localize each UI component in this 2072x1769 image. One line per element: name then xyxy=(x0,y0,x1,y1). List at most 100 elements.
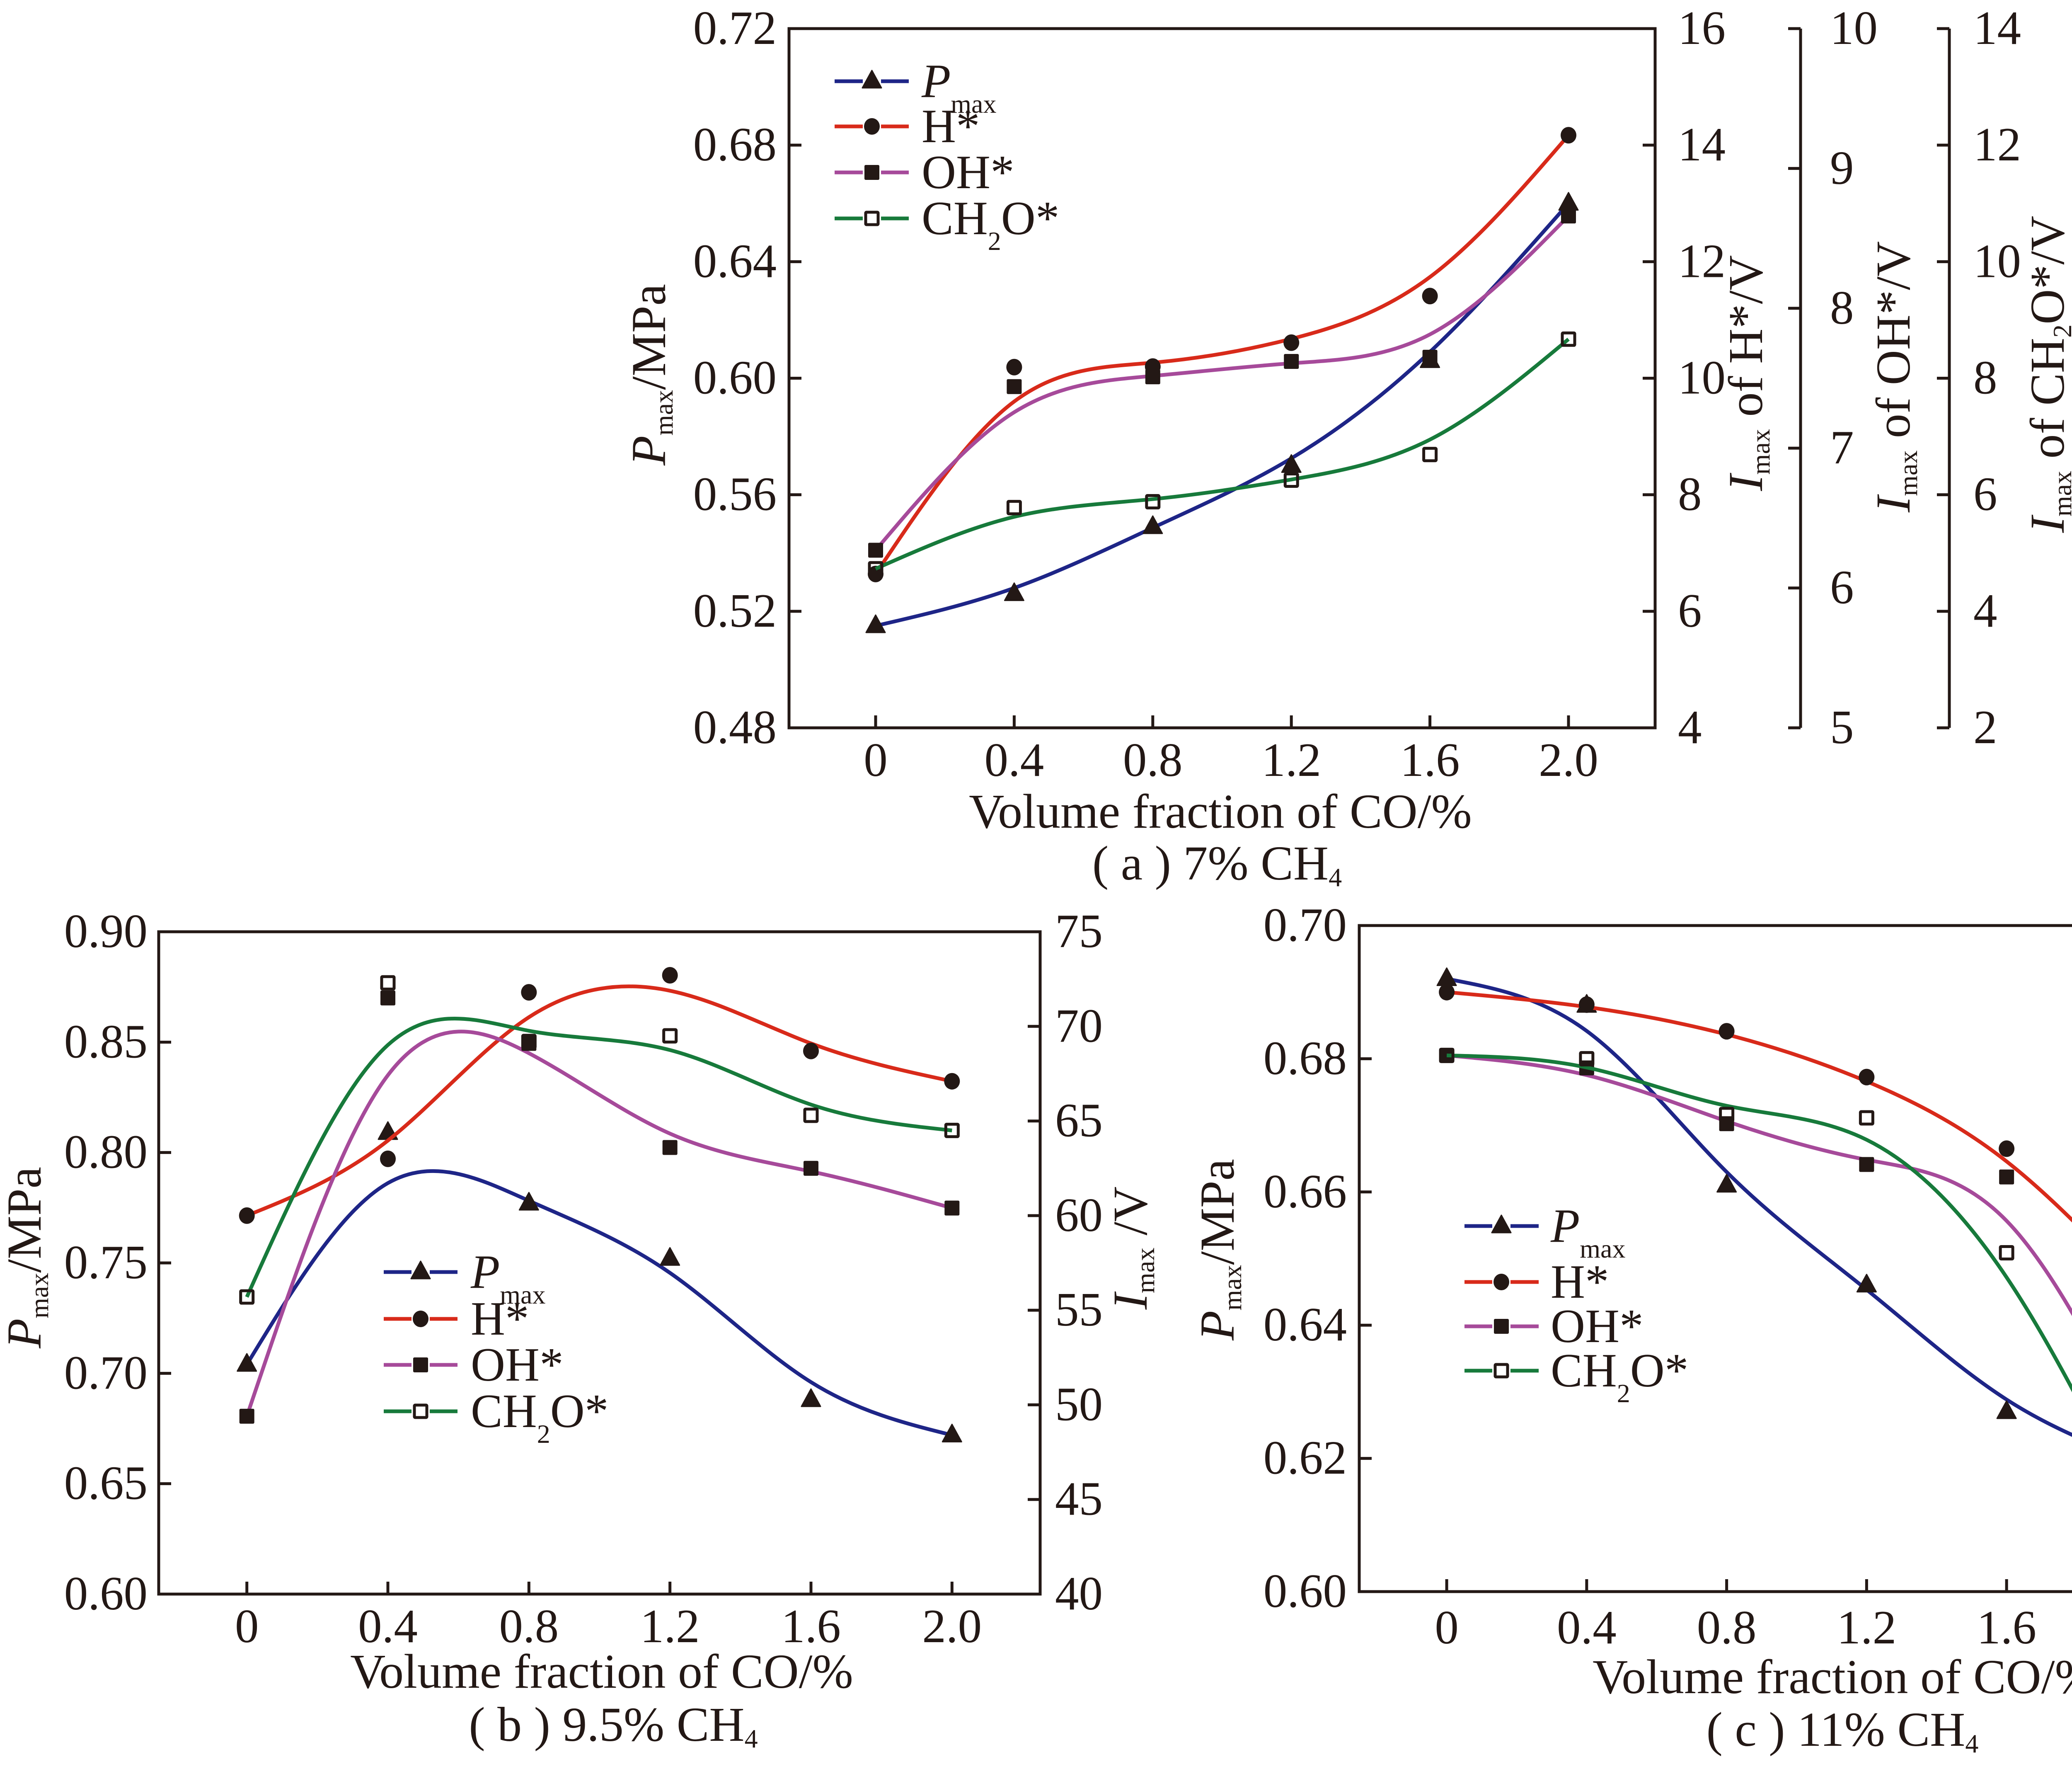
legend-item-pmax: Pmax xyxy=(1464,1200,1625,1263)
x-tick-label: 0.4 xyxy=(358,1600,418,1653)
legend-marker xyxy=(413,1357,428,1372)
panel-caption-text: 4 xyxy=(1329,863,1342,892)
legend-item-oh: OH* xyxy=(1464,1300,1644,1352)
data-point-pmax xyxy=(1558,192,1579,211)
plot-frame xyxy=(1358,924,2072,1593)
y-tick-label: 0.60 xyxy=(693,351,777,404)
y-axis-label-text: P xyxy=(1190,1311,1244,1341)
y-axis-label-group: Pmax/MPa xyxy=(1190,1159,1247,1341)
y-tick-label: 0.60 xyxy=(1264,1565,1347,1617)
series-line-ch2o xyxy=(245,1017,952,1298)
y-axis-label-text: P xyxy=(0,1318,51,1349)
y-axis-label-group: Pmax/MPa xyxy=(622,284,678,466)
data-point-pmax xyxy=(1436,967,1457,986)
panel-caption-text: 4 xyxy=(745,1724,758,1753)
y-axis-label: Imax of CH2O*/V xyxy=(2020,216,2072,533)
y-axis-label: Imax of H*/V xyxy=(1719,255,1775,492)
legend-marker xyxy=(413,1403,428,1419)
x-axis: 0 0.4 0.8 1.2 1.6 2.0 Volume fraction of CO/% xyxy=(235,1582,982,1699)
y-tick-label: 4 xyxy=(1678,701,1702,754)
y-tick-label: 0.90 xyxy=(64,905,148,957)
y-tick-label: 12 xyxy=(1973,118,2021,171)
y-tick-label: 0.70 xyxy=(64,1346,148,1399)
y-axis-label-text: max xyxy=(1130,1248,1160,1293)
data-point-pmax xyxy=(1716,1174,1737,1193)
data-point-h xyxy=(1999,1140,2015,1157)
legend-label-text: O* xyxy=(550,1385,609,1437)
y-axis-label-text: max xyxy=(1218,1265,1247,1311)
data-point-ch2o xyxy=(1859,1110,1874,1126)
panel-caption-text: 4 xyxy=(1965,1729,1978,1758)
data-point-ch2o xyxy=(521,1034,537,1049)
legend-marker xyxy=(864,165,879,180)
data-point-h xyxy=(1859,1069,1875,1086)
y-axis-label-text: max xyxy=(649,390,678,436)
series-pmax xyxy=(237,1121,962,1442)
legend-label-text: CH xyxy=(922,192,988,245)
legend-label-text: OH* xyxy=(1551,1300,1644,1352)
x-tick-label: 1.6 xyxy=(1400,734,1460,786)
data-point-pmax xyxy=(801,1388,821,1407)
plot-frame xyxy=(787,27,1657,729)
x-axis-label: Volume fraction of CO/% xyxy=(350,1644,853,1699)
y-tick-label: 50 xyxy=(1055,1378,1103,1430)
data-point-h xyxy=(1719,1023,1735,1040)
y-axis-label-text: I xyxy=(2020,514,2072,533)
legend-marker xyxy=(864,211,880,226)
legend-label-text: max xyxy=(1580,1234,1625,1263)
legend-item-oh: OH* xyxy=(835,146,1014,199)
series-pmax xyxy=(865,192,1579,633)
legend-label: Pmax xyxy=(470,1246,545,1309)
series-oh xyxy=(239,990,960,1424)
y-tick-label: 0.68 xyxy=(1264,1032,1347,1084)
data-point-pmax xyxy=(1996,1400,2017,1419)
data-point-ch2o xyxy=(662,1028,678,1044)
series-line-ch2o xyxy=(875,337,1570,571)
y-axis-label: Pmax/MPa xyxy=(622,284,678,466)
y-axis-right-1: 4 6 8 10 12 14 16 Imax of H*/V xyxy=(1643,2,1775,754)
y-tick-label: 6 xyxy=(1973,468,1997,521)
data-point-ch2o xyxy=(803,1107,819,1123)
legend-label: H* xyxy=(471,1292,529,1345)
data-point-oh xyxy=(1007,379,1022,394)
y-tick-label: 70 xyxy=(1055,999,1103,1052)
y-axis-left: 0.60 0.65 0.70 0.75 0.80 0.85 0.90 Pmax/MPa xyxy=(0,905,171,1620)
data-point-h xyxy=(803,1042,819,1059)
x-tick-label: 0.8 xyxy=(1123,734,1183,786)
y-tick-label: 45 xyxy=(1055,1473,1103,1525)
series-line-oh xyxy=(874,214,1570,552)
x-tick-label: 2.0 xyxy=(922,1600,982,1653)
y-tick-label: 0.70 xyxy=(1264,899,1347,951)
x-axis: 0 0.4 0.8 1.2 1.6 2.0 Volume fraction of CO/% xyxy=(864,715,1598,838)
x-tick-label: 1.6 xyxy=(781,1600,841,1653)
y-axis-label-text: of OH*/V xyxy=(1866,241,1920,451)
y-tick-label: 0.75 xyxy=(64,1236,148,1289)
y-tick-label: 0.72 xyxy=(693,2,777,54)
y-axis-label-text: /MPa xyxy=(0,1167,51,1273)
series-line-pmax xyxy=(875,202,1570,628)
series-line-h xyxy=(874,134,1570,575)
legend-label-text: P xyxy=(470,1246,500,1298)
y-tick-label: 0.66 xyxy=(1264,1165,1347,1218)
y-tick-label: 0.65 xyxy=(64,1457,148,1510)
panel-caption: ( b ) 9.5% CH4 xyxy=(469,1697,758,1753)
data-point-pmax xyxy=(660,1247,680,1266)
y-axis-label-group: Imax of CH2O*/V xyxy=(2020,216,2072,533)
y-axis-label-group: Imax of H*/V xyxy=(1719,255,1775,492)
data-point-h xyxy=(380,1150,396,1167)
legend-label: OH* xyxy=(922,146,1014,199)
legend-marker xyxy=(1493,1274,1509,1290)
y-axis-label-text: max xyxy=(2048,471,2072,516)
data-point-h xyxy=(1578,996,1595,1013)
x-axis-label-text: Volume fraction of CO/% xyxy=(350,1644,853,1699)
data-point-oh xyxy=(239,1408,254,1424)
series-ch2o xyxy=(239,975,960,1305)
legend-item-h: H* xyxy=(1464,1255,1609,1308)
panel-caption-text: ( b ) 9.5% CH xyxy=(469,1697,744,1752)
legend-label-text: max xyxy=(500,1280,545,1309)
legend-marker xyxy=(1494,1319,1509,1334)
panel-caption: ( c ) 11% CH4 xyxy=(1706,1702,1979,1758)
legend-label: OH* xyxy=(471,1338,564,1391)
